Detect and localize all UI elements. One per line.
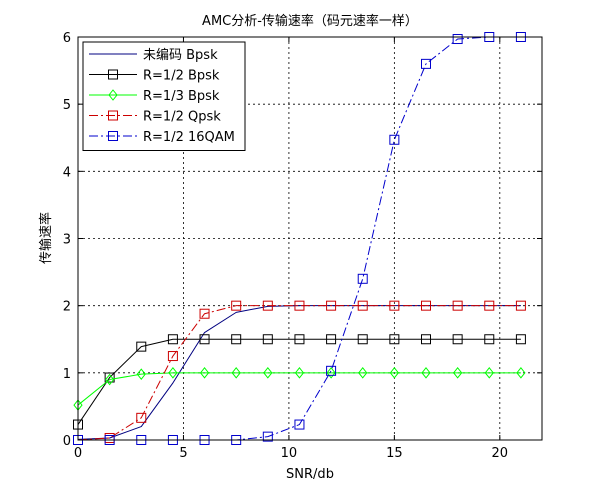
y-tick-label: 5 [63, 98, 71, 113]
data-point [515, 300, 526, 311]
x-tick-label: 5 [179, 446, 187, 461]
data-point [389, 134, 400, 145]
legend-item-1: R=1/2 Bpsk [89, 69, 220, 84]
chart-title: AMC分析-传输速率（码元速率一样） [202, 13, 418, 29]
x-tick-label: 20 [492, 446, 509, 461]
data-point [452, 34, 463, 45]
x-axis-label: SNR/db [286, 467, 334, 482]
data-point [294, 300, 305, 311]
y-tick-label: 3 [63, 233, 71, 248]
data-point [326, 367, 336, 379]
data-point [452, 367, 463, 379]
y-tick-label: 2 [63, 300, 71, 315]
legend: 未编码 Bpsk R=1/2 Bpsk R=1/3 Bpsk R=1/2 Qpsk R=… [82, 41, 246, 151]
data-point [421, 58, 431, 69]
data-point [167, 351, 178, 362]
series-1 [73, 334, 526, 430]
series-2 [73, 367, 526, 411]
data-point [136, 368, 146, 380]
data-point [484, 334, 495, 345]
legend-label: R=1/2 Qpsk [143, 110, 221, 125]
legend-label: R=1/3 Bpsk [143, 89, 220, 104]
data-point [421, 334, 431, 345]
legend-marker [108, 110, 118, 121]
data-point [199, 367, 210, 379]
y-tick-label: 4 [63, 165, 71, 180]
data-point [136, 341, 147, 352]
series-line-2 [77, 372, 521, 406]
legend-marker [108, 131, 118, 141]
data-point [421, 300, 431, 311]
y-axis-label: 传输速率 [38, 212, 54, 264]
data-point [231, 367, 241, 379]
x-tick-label: 0 [74, 446, 82, 461]
data-point [389, 300, 400, 311]
data-point [168, 367, 178, 379]
data-point [357, 334, 368, 345]
series-line-1 [77, 338, 521, 425]
data-point [294, 367, 305, 379]
legend-item-0: 未编码 Bpsk [89, 48, 218, 63]
data-point [516, 367, 526, 379]
data-point [358, 367, 368, 379]
data-point [262, 334, 273, 345]
series-line-0 [77, 305, 521, 440]
data-point [136, 412, 147, 423]
legend-marker [108, 69, 118, 80]
data-point [326, 334, 337, 345]
legend-item-3: R=1/2 Qpsk [89, 110, 221, 125]
data-point [421, 367, 431, 379]
legend-label: R=1/2 16QAM [143, 130, 235, 145]
legend-label: 未编码 Bpsk [143, 48, 218, 63]
data-point [484, 367, 494, 379]
legend-item-2: R=1/3 Bpsk [89, 89, 220, 104]
data-point [231, 334, 242, 345]
x-tick-label: 10 [281, 446, 298, 461]
data-point [231, 300, 242, 311]
data-point [357, 300, 368, 311]
data-point [262, 431, 273, 442]
y-tick-label: 1 [63, 367, 71, 382]
data-point [389, 367, 400, 379]
data-point [452, 334, 463, 345]
data-point [452, 300, 463, 311]
x-tick-label: 15 [386, 446, 403, 461]
data-point [357, 273, 368, 284]
y-tick-label: 6 [63, 31, 71, 46]
data-point [294, 419, 305, 430]
data-point [515, 334, 526, 345]
y-tick-label: 0 [63, 434, 71, 449]
data-point [167, 334, 178, 345]
data-point [199, 308, 210, 319]
data-point [326, 365, 337, 376]
data-point [104, 373, 115, 386]
legend-label: R=1/2 Bpsk [143, 69, 220, 84]
axis-ticks: 0 5 10 15 20 0 1 2 3 4 5 6 [63, 31, 542, 461]
data-point [294, 334, 305, 345]
data-point [199, 334, 210, 345]
data-point [263, 367, 273, 379]
data-point [389, 334, 400, 345]
legend-item-4: R=1/2 16QAM [89, 130, 235, 145]
series-0 [77, 305, 521, 440]
legend-marker [108, 89, 118, 101]
series-line-3 [77, 305, 521, 441]
data-point [326, 300, 337, 311]
data-point [262, 300, 273, 311]
data-point [484, 300, 495, 311]
data-point [104, 372, 115, 383]
